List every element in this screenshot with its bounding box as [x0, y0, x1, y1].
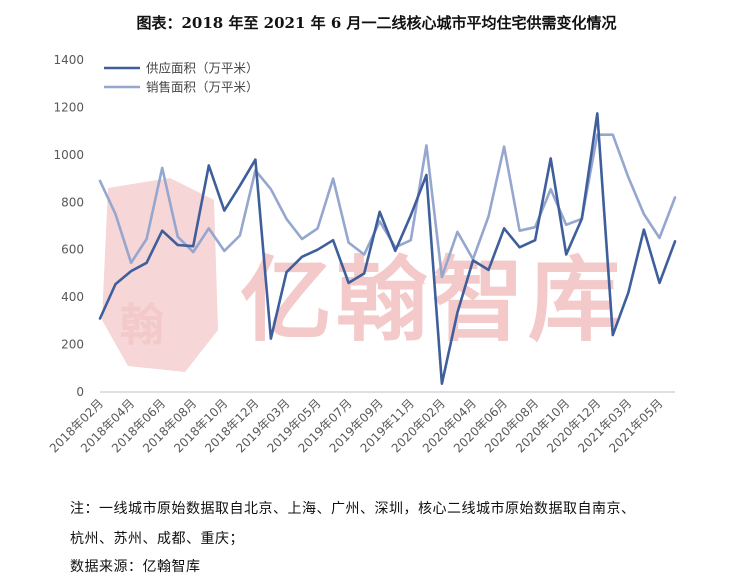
- y-tick-label: 600: [61, 243, 84, 257]
- y-tick-label: 1400: [53, 53, 84, 67]
- legend: 供应面积（万平米） 销售面积（万平米）: [104, 61, 259, 95]
- y-tick-label: 1200: [53, 100, 84, 114]
- chart-plot: 翰 亿翰智库 02004006008001000120014002018年02月…: [47, 53, 677, 455]
- note-line-1: 注：一线城市原始数据取自北京、上海、广州、深圳，核心二线城市原始数据取自南京、: [70, 501, 636, 517]
- y-tick-label: 200: [61, 338, 84, 352]
- series-lines: [98, 112, 677, 386]
- watermark-logo: 翰 亿翰智库: [102, 178, 624, 372]
- watermark-text: 亿翰智库: [240, 247, 624, 354]
- y-tick-label: 400: [61, 290, 84, 304]
- y-tick-label: 0: [76, 385, 84, 399]
- y-tick-label: 1000: [53, 148, 84, 162]
- watermark-logo-badge: [102, 178, 218, 372]
- data-source: 数据来源：亿翰智库: [70, 559, 201, 575]
- watermark-logo-glyph: 翰: [120, 300, 164, 351]
- legend-label: 供应面积（万平米）: [146, 61, 259, 76]
- legend-label: 销售面积（万平米）: [146, 80, 259, 95]
- series-line-supply: [98, 112, 677, 386]
- y-tick-label: 800: [61, 195, 84, 209]
- note-line-2: 杭州、苏州、成都、重庆；: [70, 531, 244, 547]
- chart-title: 图表：2018 年至 2021 年 6 月一二线核心城市平均住宅供需变化情况: [136, 14, 617, 32]
